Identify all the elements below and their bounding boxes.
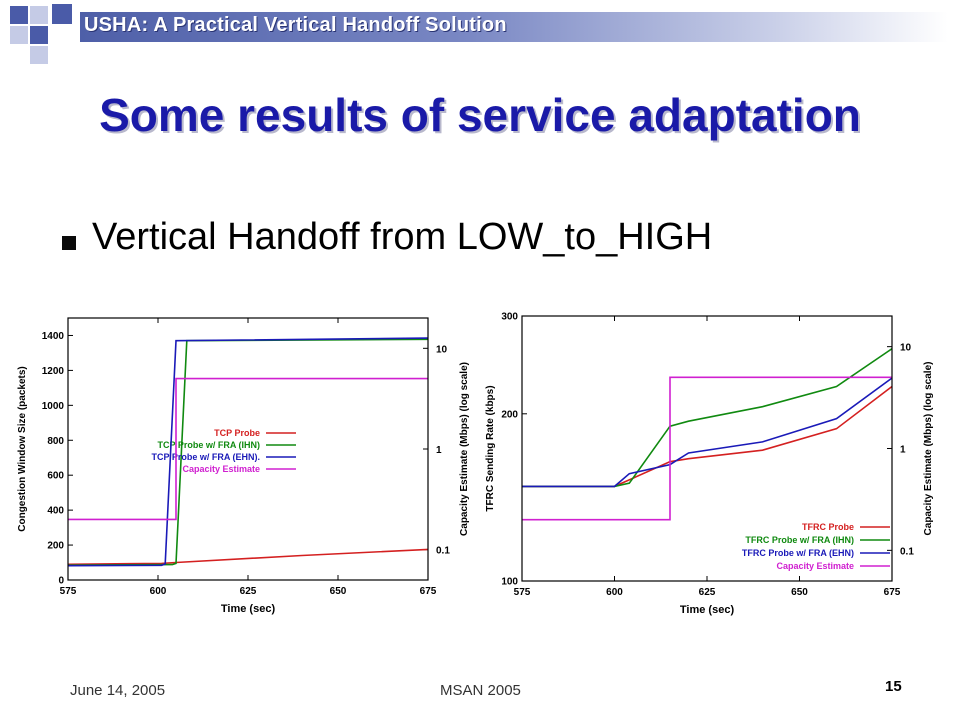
chart-tfrc-sending-rate: 575 600 625 650 675 100 200 300 0.1 1 10 TFRC Probe… — [485, 312, 934, 617]
legend-label: TFRC Probe w/ FRA (IHN) — [745, 535, 854, 545]
y-tick-label: 400 — [47, 506, 64, 517]
x-tick-label: 600 — [606, 587, 623, 598]
y-tick-label: 1400 — [42, 331, 65, 342]
x-tick-label: 675 — [420, 586, 437, 597]
chart-tcp-congestion-window: 575 600 625 650 675 0 200 400 600 800 1000 1200 1400… — [17, 317, 470, 615]
x-tick-label: 625 — [240, 586, 257, 597]
x-tick-label: 600 — [150, 586, 167, 597]
bullet-marker — [62, 236, 76, 250]
x-tick-label: 650 — [791, 587, 808, 598]
series-line-0 — [522, 385, 893, 488]
y2-tick-label: 0.1 — [436, 546, 450, 557]
y2-tick-label: 10 — [900, 343, 912, 354]
legend-label: TFRC Probe w/ FRA (EHN) — [742, 548, 854, 558]
series-line-2 — [522, 377, 893, 488]
legend-label: TFRC Probe — [802, 522, 854, 532]
legend-label: TCP Probe — [214, 428, 260, 438]
y-axis-label: Congestion Window Size (packets) — [17, 366, 28, 531]
x-tick-label: 675 — [884, 587, 901, 598]
x-tick-label: 575 — [60, 586, 77, 597]
y-tick-label: 200 — [501, 409, 518, 420]
y-tick-label: 1000 — [42, 401, 65, 412]
legend-label: Capacity Estimate — [776, 561, 854, 571]
corner-square-5 — [30, 26, 48, 44]
y2-tick-label: 1 — [436, 445, 442, 456]
legend-label: Capacity Estimate — [182, 464, 260, 474]
corner-square-3 — [52, 4, 72, 24]
plot-frame — [67, 317, 429, 581]
series-line-3 — [68, 377, 428, 521]
slide-title: Some results of service adaptation — [99, 89, 861, 141]
x-axis-label: Time (sec) — [221, 603, 276, 615]
slide-header-title: USHA: A Practical Vertical Handoff Solut… — [84, 14, 507, 36]
x-tick-label: 575 — [514, 587, 531, 598]
footer-venue: MSAN 2005 — [440, 682, 521, 699]
legend-label: TCP Probe w/ FRA (EHN). — [151, 452, 260, 462]
plot-frame — [521, 315, 893, 582]
y2-tick-label: 0.1 — [900, 546, 914, 557]
corner-square-2 — [30, 6, 48, 24]
legend-label: TCP Probe w/ FRA (IHN) — [157, 440, 260, 450]
series-line-3 — [522, 376, 892, 521]
y2-tick-label: 1 — [900, 445, 906, 456]
y2-axis-label: Capacity Estimate (Mbps) (log scale) — [923, 362, 934, 536]
y-tick-label: 0 — [58, 576, 64, 587]
bullet-text: Vertical Handoff from LOW_to_HIGH — [92, 216, 713, 258]
footer-date: June 14, 2005 — [70, 682, 166, 699]
y2-tick-label: 10 — [436, 344, 448, 355]
y-tick-label: 1200 — [42, 366, 65, 377]
y2-axis-label: Capacity Estimate (Mbps) (log scale) — [459, 362, 470, 536]
series-line-2 — [67, 337, 429, 567]
y-tick-label: 300 — [501, 312, 518, 323]
y-tick-label: 600 — [47, 471, 64, 482]
series-line-0 — [67, 548, 429, 566]
x-tick-label: 650 — [330, 586, 347, 597]
x-axis-label: Time (sec) — [680, 604, 735, 616]
y-tick-label: 200 — [47, 541, 64, 552]
y-axis-label: TFRC Sending Rate (kbps) — [485, 385, 496, 511]
header-bar — [80, 12, 948, 42]
corner-square-6 — [30, 46, 48, 64]
x-tick-label: 625 — [699, 587, 716, 598]
y-tick-label: 100 — [501, 577, 518, 588]
series-line-1 — [522, 348, 893, 488]
corner-square-1 — [10, 6, 28, 24]
footer-page-number: 15 — [885, 678, 902, 695]
y-tick-label: 800 — [47, 436, 64, 447]
corner-square-4 — [10, 26, 28, 44]
